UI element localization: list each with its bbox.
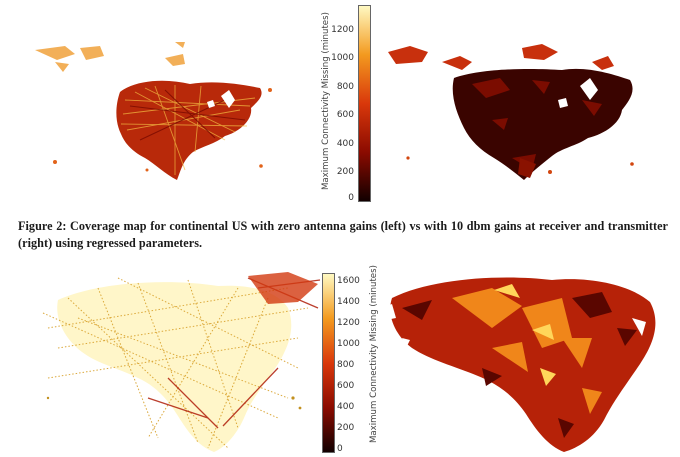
bottom-tick-1600: 1600 — [337, 276, 360, 286]
bottom-colorbar — [322, 273, 335, 453]
bottom-right-coverage-map — [382, 277, 656, 452]
top-right-coverage-map — [388, 44, 634, 180]
bottom-tick-0: 0 — [337, 444, 343, 454]
top-colorbar-label: Maximum Connectivity Missing (minutes) — [321, 12, 331, 190]
top-tick-800: 800 — [336, 82, 354, 92]
bottom-tick-400: 400 — [337, 402, 355, 412]
bottom-colorbar-label: Maximum Connectivity Missing (minutes) — [369, 265, 379, 443]
top-tick-1200: 1200 — [331, 25, 354, 35]
top-colorbar — [358, 5, 371, 202]
bottom-tick-200: 200 — [337, 423, 355, 433]
top-left-coverage-map — [35, 42, 272, 180]
top-tick-400: 400 — [336, 139, 354, 149]
top-tick-600: 600 — [336, 110, 354, 120]
bottom-tick-1400: 1400 — [337, 297, 360, 307]
bottom-tick-1000: 1000 — [337, 339, 360, 349]
top-tick-200: 200 — [336, 167, 354, 177]
bottom-left-coverage-map — [42, 272, 321, 452]
top-tick-1000: 1000 — [331, 53, 354, 63]
bottom-tick-1200: 1200 — [337, 318, 360, 328]
bottom-tick-600: 600 — [337, 381, 355, 391]
bottom-tick-800: 800 — [337, 360, 355, 370]
figure-caption: Figure 2: Coverage map for continental U… — [18, 219, 668, 250]
top-tick-0: 0 — [348, 193, 354, 203]
